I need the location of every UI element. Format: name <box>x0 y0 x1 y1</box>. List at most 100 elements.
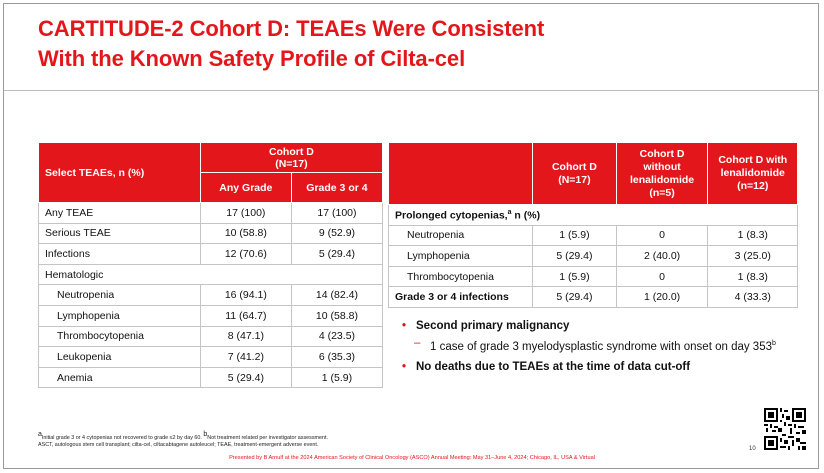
footnote-b-text: Not treatment related per investigator a… <box>207 434 329 441</box>
header-cohort-d-all-label: Cohort D <box>551 160 597 173</box>
cohort-d-value: 1 (5.9) <box>532 265 617 288</box>
without-len-value: 0 <box>615 224 709 247</box>
title-divider <box>4 90 819 91</box>
table-row: Neutropenia 16 (94.1) 14 (82.4) <box>38 284 384 306</box>
table-section-row: Hematologic <box>38 263 383 286</box>
table-row: Any TEAE 17 (100) 17 (100) <box>38 202 384 224</box>
grade-3-4-value: 17 (100) <box>290 202 384 224</box>
table-row: Thrombocytopenia 8 (47.1) 4 (23.5) <box>38 325 384 348</box>
grade-3-4-value: 1 (5.9) <box>290 366 384 389</box>
section-suffix: n (%) <box>511 209 541 222</box>
grade-3-4-value: 5 (29.4) <box>290 243 384 265</box>
with-len-value: 1 (8.3) <box>707 224 798 247</box>
bullet-icon: • <box>402 360 407 373</box>
section-hematologic: Hematologic <box>38 263 383 286</box>
teae-table: Select TEAEs, n (%) Cohort D (N=17) Any … <box>38 142 384 389</box>
grade-3-4-value: 10 (58.8) <box>290 304 384 327</box>
teae-table-header-row-2: Any Grade Grade 3 or 4 <box>39 172 384 203</box>
without-len-value: 1 (20.0) <box>615 286 709 308</box>
header-cohort-d-all-n: (N=17) <box>558 173 591 186</box>
any-grade-value: 8 (47.1) <box>199 325 292 348</box>
header-with-n: (n=12) <box>737 180 769 192</box>
row-label: Thrombocytopenia <box>387 265 534 288</box>
row-label: Neutropenia <box>387 224 534 247</box>
qr-code-icon[interactable] <box>764 408 806 450</box>
table-row: Infections 12 (70.6) 5 (29.4) <box>38 243 384 265</box>
with-len-value: 3 (25.0) <box>707 245 798 267</box>
header-blank <box>387 142 534 205</box>
with-len-value: 1 (8.3) <box>707 265 798 288</box>
header-without-line-3: lenalidomide <box>629 173 695 186</box>
row-label: Serious TEAE <box>38 222 201 245</box>
row-label: Thrombocytopenia <box>38 325 201 348</box>
row-label: Neutropenia <box>38 284 201 306</box>
bullet-second-primary: • Second primary malignancy <box>400 320 800 332</box>
row-label: Infections <box>38 243 201 265</box>
grade-3-4-value: 4 (23.5) <box>290 325 384 348</box>
grade-3-4-value: 6 (35.3) <box>290 346 384 368</box>
without-len-value: 2 (40.0) <box>615 245 709 267</box>
slide-title: CARTITUDE-2 Cohort D: TEAEs Were Consist… <box>38 14 544 74</box>
any-grade-value: 10 (58.8) <box>199 222 292 245</box>
row-label: Lymphopenia <box>387 245 534 267</box>
table-row: Serious TEAE 10 (58.8) 9 (52.9) <box>38 222 384 245</box>
table-row: Anemia 5 (29.4) 1 (5.9) <box>38 366 384 389</box>
cohort-d-value: 1 (5.9) <box>532 224 617 247</box>
row-label: Grade 3 or 4 infections <box>387 286 534 308</box>
footnote-line-2: ASCT, autologous stem cell transplant; c… <box>38 442 319 449</box>
table-row: Neutropenia 1 (5.9) 0 1 (8.3) <box>387 224 798 247</box>
header-grade-3-4: Grade 3 or 4 <box>290 172 384 203</box>
sub-bullet-mds: – 1 case of grade 3 myelodysplastic synd… <box>400 336 800 355</box>
cytopenias-table-header-row: Cohort D (N=17) Cohort D without lenalid… <box>387 142 798 205</box>
cohort-d-value: 5 (29.4) <box>532 286 617 308</box>
teae-table-header-row-1: Select TEAEs, n (%) Cohort D (N=17) <box>38 142 384 203</box>
any-grade-value: 17 (100) <box>199 202 292 224</box>
bullet-no-deaths: • No deaths due to TEAEs at the time of … <box>400 361 800 373</box>
any-grade-value: 11 (64.7) <box>199 304 292 327</box>
header-without-n: (n=5) <box>649 186 675 199</box>
any-grade-value: 16 (94.1) <box>199 284 292 306</box>
row-label: Leukopenia <box>38 346 201 368</box>
header-cohort-d-label: Cohort D <box>268 145 314 158</box>
table-row: Leukopenia 7 (41.2) 6 (35.3) <box>38 346 384 368</box>
table-section-row: Prolonged cytopenias,a n (%) <box>388 204 798 226</box>
section-prefix: Prolonged cytopenias, <box>395 209 508 222</box>
footnotes: aInitial grade 3 or 4 cytopenias not rec… <box>38 431 558 450</box>
row-label: Lymphopenia <box>38 304 201 327</box>
page-number: 10 <box>749 446 756 452</box>
header-with-line-1: Cohort D with <box>718 154 788 166</box>
bullet-text: No deaths due to TEAEs at the time of da… <box>416 360 691 373</box>
prolonged-cytopenias-table: Cohort D (N=17) Cohort D without lenalid… <box>387 142 798 308</box>
cohort-d-value: 5 (29.4) <box>532 245 617 267</box>
with-len-value: 4 (33.3) <box>707 286 798 308</box>
header-cohort-d-n: (N=17) <box>275 157 308 170</box>
any-grade-value: 5 (29.4) <box>199 366 292 389</box>
footnote-marker-b: b <box>772 340 776 347</box>
footnote-a-text: Initial grade 3 or 4 cytopenias not reco… <box>41 434 204 441</box>
header-without-line-2: without <box>643 160 681 173</box>
grade-3-4-value: 14 (82.4) <box>290 284 384 306</box>
any-grade-value: 12 (70.6) <box>199 243 292 265</box>
title-line-2: With the Known Safety Profile of Cilta-c… <box>38 46 466 71</box>
slide-frame <box>3 3 819 469</box>
header-cohort-d-with-len: Cohort D with lenalidomide (n=12) <box>707 142 798 205</box>
presented-by: Presented by B Arnulf at the 2024 Americ… <box>229 455 595 461</box>
bullet-icon: • <box>402 320 407 332</box>
header-select-teaes: Select TEAEs, n (%) <box>38 142 201 203</box>
footnote-line-1: aInitial grade 3 or 4 cytopenias not rec… <box>38 431 558 442</box>
table-row: Lymphopenia 5 (29.4) 2 (40.0) 3 (25.0) <box>387 245 798 267</box>
footnote-marker-a: a <box>507 208 512 216</box>
header-with-line-2: lenalidomide <box>720 167 785 179</box>
footnote-b-marker: b <box>203 431 208 438</box>
sub-bullet-text: 1 case of grade 3 myelodysplastic syndro… <box>430 340 772 353</box>
without-len-value: 0 <box>615 265 709 288</box>
any-grade-value: 7 (41.2) <box>199 346 292 368</box>
table-row: Lymphopenia 11 (64.7) 10 (58.8) <box>38 304 384 327</box>
header-cohort-d-all: Cohort D (N=17) <box>532 142 617 205</box>
footnote-a-marker: a <box>38 431 42 438</box>
key-points: • Second primary malignancy – 1 case of … <box>400 320 800 377</box>
row-label: Anemia <box>38 366 201 389</box>
header-without-line-1: Cohort D <box>639 147 685 160</box>
row-label: Any TEAE <box>38 202 201 224</box>
